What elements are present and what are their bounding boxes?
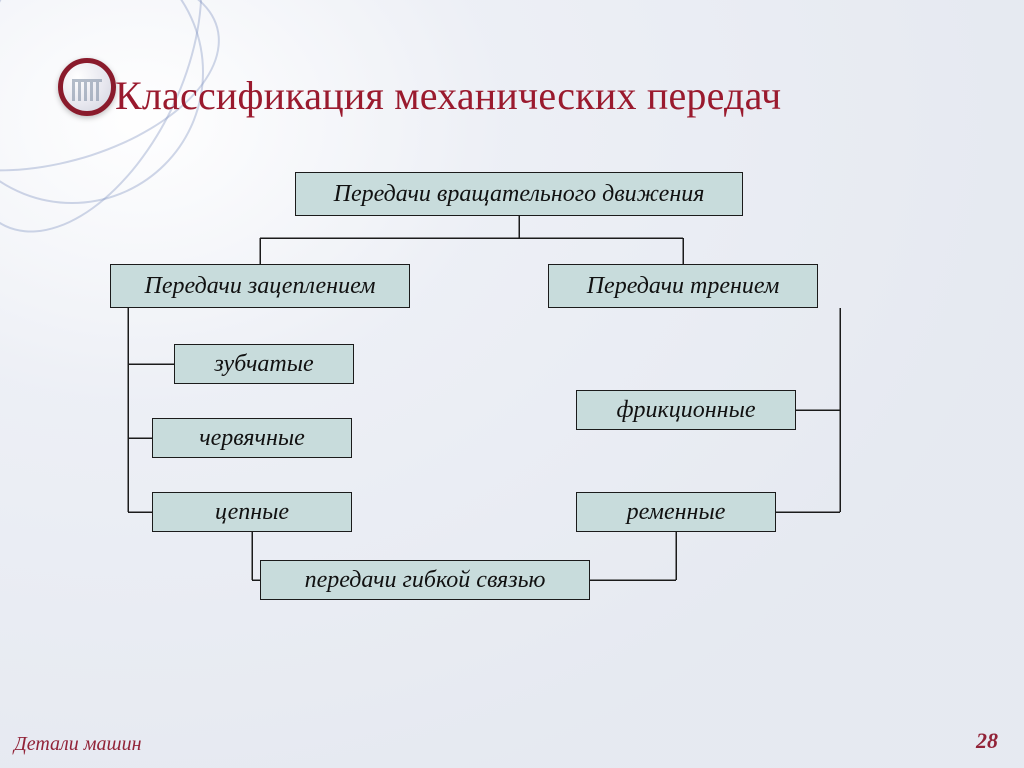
page-number: 28: [976, 728, 998, 754]
node-engagement: Передачи зацеплением: [110, 264, 410, 308]
node-gear: зубчатые: [174, 344, 354, 384]
node-root: Передачи вращательного движения: [295, 172, 743, 216]
footer-text: Детали машин: [14, 733, 142, 756]
node-frictional: фрикционные: [576, 390, 796, 430]
node-belt: ременные: [576, 492, 776, 532]
node-chain: цепные: [152, 492, 352, 532]
slide-title: Классификация механических передач: [115, 72, 781, 119]
decorative-arc: [0, 0, 251, 270]
node-flexible-link: передачи гибкой связью: [260, 560, 590, 600]
node-worm: червячные: [152, 418, 352, 458]
slide: Классификация механических передач Перед…: [0, 0, 1024, 768]
node-friction: Передачи трением: [548, 264, 818, 308]
logo-badge: [58, 58, 116, 116]
